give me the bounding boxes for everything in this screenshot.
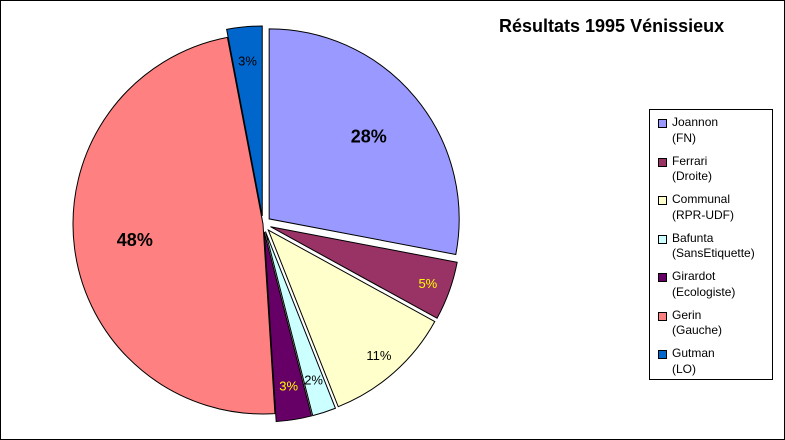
legend-swatch — [658, 157, 667, 167]
pie-slice-girardot — [263, 231, 313, 423]
legend-name: Girardot — [672, 269, 716, 283]
pie-slice-gutman — [226, 25, 263, 217]
legend-swatch — [658, 311, 667, 321]
legend-item-girardot: Girardot (Ecologiste) — [658, 269, 772, 308]
legend-party: (LO) — [672, 361, 696, 376]
legend-name: Communal — [672, 192, 731, 206]
legend-item-gutman: Gutman (LO) — [658, 346, 772, 385]
legend-name: Joannon — [672, 115, 719, 129]
pie-slice-ferrari — [270, 226, 458, 319]
legend-swatch — [658, 234, 667, 244]
legend-item-joannon: Joannon (FN) — [658, 115, 772, 154]
legend-party: (FN) — [672, 130, 696, 145]
legend-party: (SansEtiquette) — [672, 246, 755, 260]
legend-party: (Gauche) — [672, 323, 723, 337]
legend-label: Bafunta (SansEtiquette) — [672, 231, 755, 262]
pie-slice-gerin — [72, 36, 276, 415]
legend-name: Ferrari — [672, 153, 708, 168]
slice-label-bafunta: 2% — [304, 372, 323, 387]
legend-label: Gutman (LO) — [672, 346, 715, 377]
chart-title: Résultats 1995 Vénissieux — [499, 16, 725, 36]
slice-label-gerin: 48% — [117, 230, 153, 250]
legend-item-bafunta: Bafunta (SansEtiquette) — [658, 231, 772, 270]
legend-name: Gutman — [672, 346, 715, 360]
legend-swatch — [658, 350, 667, 359]
slice-label-communal: 11% — [366, 348, 391, 363]
legend-swatch — [658, 273, 667, 282]
legend-item-ferrari: Ferrari (Droite) — [658, 154, 772, 193]
legend-label: Gerin (Gauche) — [672, 308, 722, 339]
slice-label-gutman: 3% — [238, 53, 257, 68]
legend-label: Joannon (FN) — [672, 115, 718, 146]
pie-slice-communal — [267, 228, 436, 408]
slice-label-ferrari: 5% — [418, 276, 437, 291]
legend-party: (Droite) — [672, 169, 713, 183]
legend-name: Gerin — [672, 307, 702, 322]
pie-slice-joannon — [268, 28, 460, 256]
legend-party: (RPR-UDF) — [672, 207, 734, 222]
pie-slice-bafunta — [264, 231, 337, 417]
legend-label: Communal (RPR-UDF) — [672, 192, 734, 223]
slice-label-girardot: 3% — [279, 378, 298, 393]
pie-chart: 28% 5% 11% 2% 3% 48% 3% — [72, 25, 460, 423]
legend-name: Bafunta — [672, 230, 714, 245]
legend-swatch — [658, 196, 667, 205]
legend-label: Girardot (Ecologiste) — [672, 269, 735, 300]
legend-item-communal: Communal (RPR-UDF) — [658, 192, 772, 231]
slice-label-joannon: 28% — [351, 127, 387, 147]
legend-label: Ferrari (Droite) — [672, 154, 712, 185]
legend-item-gerin: Gerin (Gauche) — [658, 308, 772, 347]
legend-swatch — [658, 119, 667, 128]
legend: Joannon (FN) Ferrari (Droite) Communal (RPR-U… — [649, 109, 773, 380]
legend-party: (Ecologiste) — [672, 284, 736, 299]
